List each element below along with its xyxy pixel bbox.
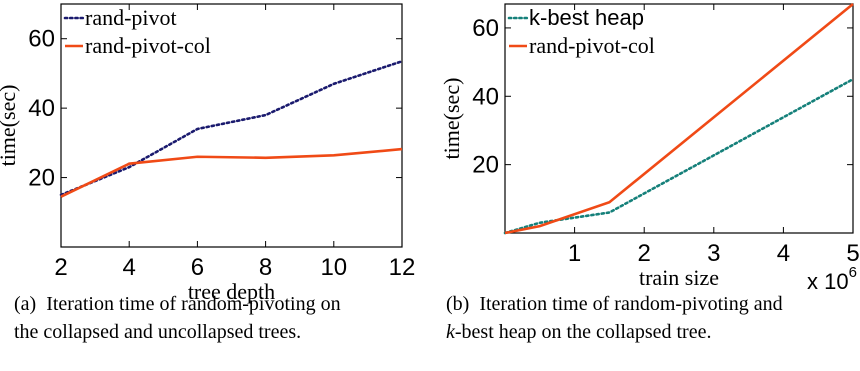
x-multiplier: x 106	[807, 264, 857, 294]
caption-a: (a) Iteration time of random-pivoting on…	[14, 290, 414, 346]
y-tick-label: 40	[28, 95, 55, 122]
x-tick-label: 10	[320, 254, 347, 281]
x-tick-label: 4	[123, 254, 136, 281]
plot-frame	[60, 3, 403, 248]
caption-a-prefix: (a)	[14, 293, 37, 315]
x-tick-label: 6	[191, 254, 204, 281]
x-tick-label: 4	[777, 240, 790, 267]
y-axis-label: time(sec)	[439, 78, 464, 160]
y-tick-label: 60	[472, 15, 499, 42]
x-tick-label: 2	[54, 254, 67, 281]
series-line-rand-pivot-col	[504, 2, 854, 235]
x-multiplier-exp: 6	[849, 264, 857, 281]
series-line-rand-pivot-col	[60, 147, 403, 198]
series-line-rand-pivot	[59, 59, 404, 197]
caption-a-line1: Iteration time of random-pivoting on	[46, 293, 341, 315]
legend-label: rand-pivot	[85, 5, 177, 30]
x-tick-label: 5	[846, 240, 859, 267]
y-tick-label: 20	[472, 152, 499, 179]
legend-label: rand-pivot-col	[85, 33, 211, 58]
caption-b-prefix: (b)	[446, 293, 470, 315]
y-axis-label: time(sec)	[0, 85, 20, 167]
caption-b-line1: Iteration time of random-pivoting and	[479, 293, 783, 315]
chart-a: 2 4 6 8 10 12 20 40 60 tree depth time(sec) rand-pi…	[0, 3, 416, 304]
series-line-k-best-heap	[503, 77, 855, 235]
x-axis-label: train size	[639, 265, 719, 290]
x-tick-label: 8	[259, 254, 272, 281]
caption-b-italic-k: k	[446, 321, 455, 343]
chart-b: 1 2 3 4 5 20 40 60 train size time(sec) x 106 k-bes…	[439, 2, 860, 294]
plot-frame	[504, 3, 854, 234]
x-multiplier-base: x 10	[807, 269, 849, 294]
caption-b-line2: -best heap on the collapsed tree.	[454, 321, 712, 343]
x-tick-label: 3	[707, 240, 720, 267]
legend-label: k-best heap	[529, 5, 644, 30]
caption-a-line2: the collapsed and uncollapsed trees.	[14, 321, 302, 343]
x-axis-label: tree depth	[188, 279, 275, 304]
x-tick-label: 12	[389, 254, 416, 281]
x-tick-label: 2	[638, 240, 651, 267]
legend-label: rand-pivot-col	[529, 33, 655, 58]
y-tick-label: 40	[472, 83, 499, 110]
caption-b: (b) Iteration time of random-pivoting an…	[446, 290, 856, 346]
y-tick-label: 60	[28, 26, 55, 53]
y-tick-label: 20	[28, 165, 55, 192]
x-tick-label: 1	[568, 240, 581, 267]
